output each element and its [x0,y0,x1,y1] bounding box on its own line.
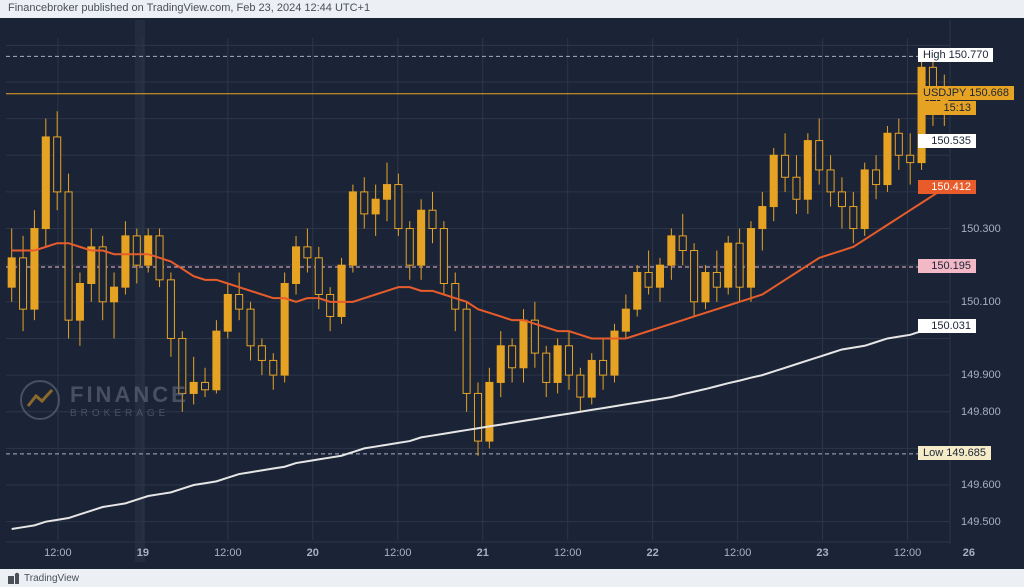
y-tick: 150.300 [956,222,1006,236]
x-axis: 12:00 19 12:00 20 12:00 21 12:00 22 12:00 23 12:00… [0,547,1024,569]
y-price-label: 150.195 [918,259,976,273]
x-tick: 12:00 [44,547,72,559]
x-tick: 20 [307,547,319,559]
x-tick: 12:00 [214,547,242,559]
x-tick: 12:00 [384,547,412,559]
watermark-line2: BROKERAGE [70,408,189,419]
watermark-line1: FINANCE [70,382,189,408]
y-price-label: High 150.770 [918,48,993,62]
y-price-label: Low 149.685 [918,446,991,460]
y-price-label: 150.412 [918,180,976,194]
x-tick: 21 [477,547,489,559]
x-tick: 23 [816,547,828,559]
watermark-logo: FINANCE BROKERAGE [20,380,189,420]
tradingview-icon [8,572,20,584]
x-tick: 19 [137,547,149,559]
y-price-label: 150.031 [918,319,976,333]
y-tick: 150.100 [956,295,1006,309]
chart-canvas[interactable] [0,0,1024,587]
y-price-label: USDJPY 150.668 [918,86,1014,100]
y-tick: 149.800 [956,405,1006,419]
y-tick: 149.600 [956,478,1006,492]
y-price-label: 15:13 [918,101,976,115]
watermark-icon [20,380,60,420]
watermark-text: FINANCE BROKERAGE [70,382,189,419]
x-tick: 12:00 [554,547,582,559]
attribution-strip: TradingView [0,569,1024,587]
y-tick: 149.900 [956,368,1006,382]
attribution-text: TradingView [24,573,79,584]
x-tick: 26 [963,547,975,559]
y-tick: 149.500 [956,515,1006,529]
y-price-label: 150.535 [918,134,976,148]
x-tick: 12:00 [724,547,752,559]
chart-root: Financebroker published on TradingView.c… [0,0,1024,587]
x-tick: 22 [647,547,659,559]
x-tick: 12:00 [894,547,922,559]
